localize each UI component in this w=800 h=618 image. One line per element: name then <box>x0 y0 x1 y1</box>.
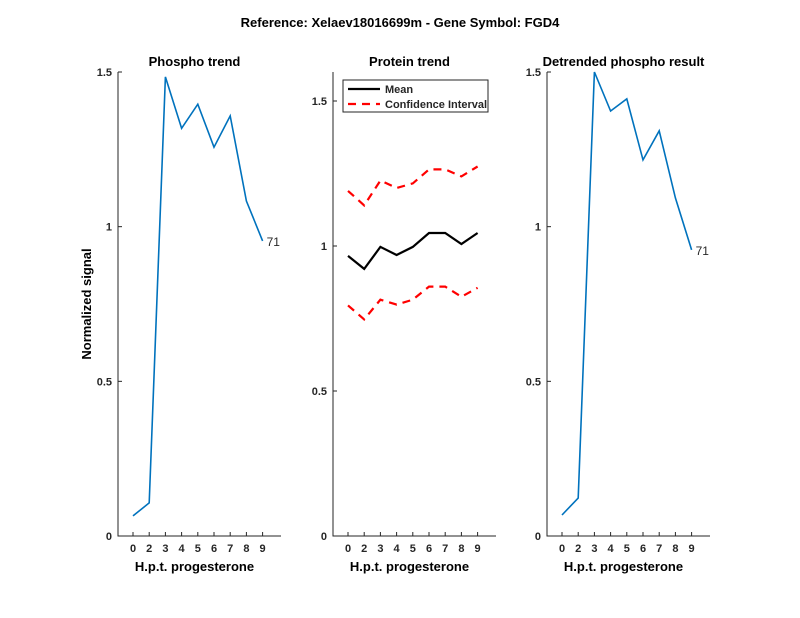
y-tick-label: 0 <box>321 531 327 543</box>
legend-label: Mean <box>385 84 413 96</box>
series-line-confidence-interval-upper <box>347 165 479 208</box>
x-tick-label: 5 <box>624 543 630 555</box>
y-tick-label: 1.5 <box>97 67 112 79</box>
subplot-title: Protein trend <box>369 54 450 69</box>
y-tick-label: 0.5 <box>97 376 112 388</box>
legend-label: Confidence Interval <box>385 99 487 111</box>
series-line-phospho <box>132 76 264 517</box>
series-line-confidence-interval-lower <box>347 285 479 321</box>
y-tick-label: 0.5 <box>312 386 327 398</box>
x-tick-label: 7 <box>442 543 448 555</box>
x-tick-label: 0 <box>345 543 351 555</box>
legend: Mean Confidence Interval <box>342 79 489 113</box>
subplot-3: Detrended phospho result H.p.t. progester… <box>526 54 710 574</box>
x-tick-label: 9 <box>689 543 695 555</box>
y-tick-label: 1 <box>321 241 327 253</box>
y-tick-label: 0 <box>535 531 541 543</box>
x-tick-label: 2 <box>361 543 367 555</box>
x-tick-label: 5 <box>195 543 201 555</box>
x-tick-label: 4 <box>179 543 186 555</box>
axes-lines <box>117 72 281 537</box>
x-tick-label: 7 <box>227 543 233 555</box>
subplot-1: Phospho trend H.p.t. progesterone Normaliz… <box>79 54 281 574</box>
x-tick-label: 6 <box>640 543 646 555</box>
y-axis-label: Normalized signal <box>79 248 94 359</box>
subplot-2: Protein trend H.p.t. progesterone 0 0.5 1 1.5… <box>312 54 496 574</box>
point-annotation: 71 <box>696 244 710 258</box>
x-tick-label: 3 <box>162 543 168 555</box>
subplot-title: Detrended phospho result <box>543 54 705 69</box>
x-axis-label: H.p.t. progesterone <box>135 559 254 574</box>
legend-box <box>342 79 489 113</box>
x-axis-label: H.p.t. progesterone <box>350 559 469 574</box>
x-tick-label: 3 <box>377 543 383 555</box>
y-tick-label: 1 <box>106 222 112 234</box>
axes-lines <box>332 72 496 537</box>
y-tick-label: 1 <box>535 222 541 234</box>
x-tick-label: 2 <box>146 543 152 555</box>
x-tick-label: 4 <box>394 543 401 555</box>
figure-title: Reference: Xelaev18016699m - Gene Symbol… <box>241 15 560 30</box>
x-tick-label: 0 <box>130 543 136 555</box>
x-tick-label: 9 <box>475 543 481 555</box>
x-tick-label: 9 <box>260 543 266 555</box>
x-tick-label: 3 <box>591 543 597 555</box>
x-tick-label: 7 <box>656 543 662 555</box>
y-tick-label: 1.5 <box>526 67 541 79</box>
axes-lines <box>546 72 710 537</box>
x-axis-label: H.p.t. progesterone <box>564 559 683 574</box>
subplot-title: Phospho trend <box>149 54 241 69</box>
y-tick-label: 0 <box>106 531 112 543</box>
x-tick-label: 8 <box>243 543 249 555</box>
y-tick-label: 0.5 <box>526 376 541 388</box>
x-tick-label: 0 <box>559 543 565 555</box>
x-tick-label: 6 <box>426 543 432 555</box>
point-annotation: 71 <box>267 235 281 249</box>
x-tick-label: 2 <box>575 543 581 555</box>
x-tick-label: 8 <box>458 543 464 555</box>
y-tick-label: 1.5 <box>312 96 327 108</box>
series-line-detrended <box>561 71 693 516</box>
series-line-mean <box>347 231 479 271</box>
x-tick-label: 4 <box>608 543 615 555</box>
x-tick-label: 5 <box>410 543 416 555</box>
x-tick-label: 6 <box>211 543 217 555</box>
x-tick-label: 8 <box>672 543 678 555</box>
